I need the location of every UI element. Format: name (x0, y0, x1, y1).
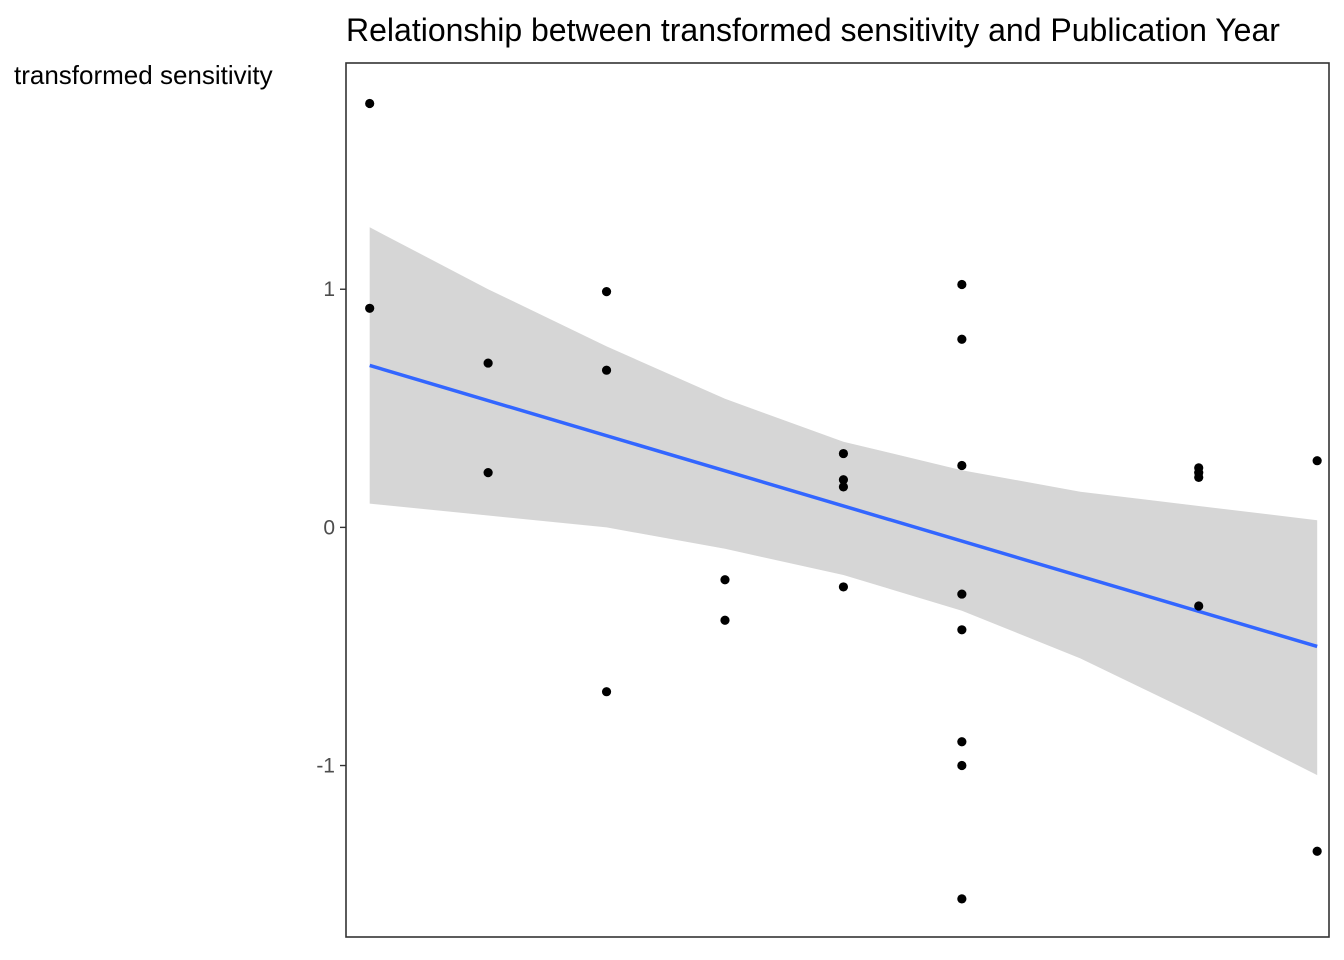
plot-panel-border (345, 62, 1330, 938)
data-point (483, 358, 493, 368)
fit-line-layer (369, 363, 1318, 649)
data-point (365, 303, 375, 313)
data-point (838, 482, 849, 492)
y-tick-label: 1 (323, 278, 335, 301)
data-point (601, 687, 612, 697)
data-point (957, 760, 967, 771)
y-tick-label: 0 (323, 516, 335, 539)
data-point (957, 625, 967, 635)
data-point (1194, 601, 1204, 611)
data-point (1312, 456, 1322, 466)
data-point (601, 287, 612, 297)
data-point (957, 894, 967, 904)
data-point (838, 475, 849, 485)
data-point (720, 575, 730, 585)
y-axis-label: transformed sensitivity (14, 60, 273, 90)
confidence-band-layer (369, 227, 1318, 776)
regression-line (369, 363, 1318, 649)
data-point (957, 460, 967, 471)
data-point (365, 98, 375, 109)
data-point (957, 737, 967, 747)
data-point (601, 365, 612, 375)
data-point (720, 615, 730, 625)
data-point (838, 448, 849, 459)
confidence-band (369, 227, 1318, 776)
points-layer (365, 98, 1322, 904)
data-point (1312, 846, 1322, 856)
y-axis: -1 0 1 (316, 278, 346, 778)
data-point (957, 279, 967, 290)
data-point (838, 582, 849, 592)
data-point (957, 589, 967, 599)
data-point (957, 334, 967, 344)
chart-title: Relationship between transformed sensiti… (346, 12, 1280, 48)
data-point (483, 468, 493, 478)
data-point (1194, 472, 1204, 482)
y-tick-label: -1 (316, 755, 335, 778)
